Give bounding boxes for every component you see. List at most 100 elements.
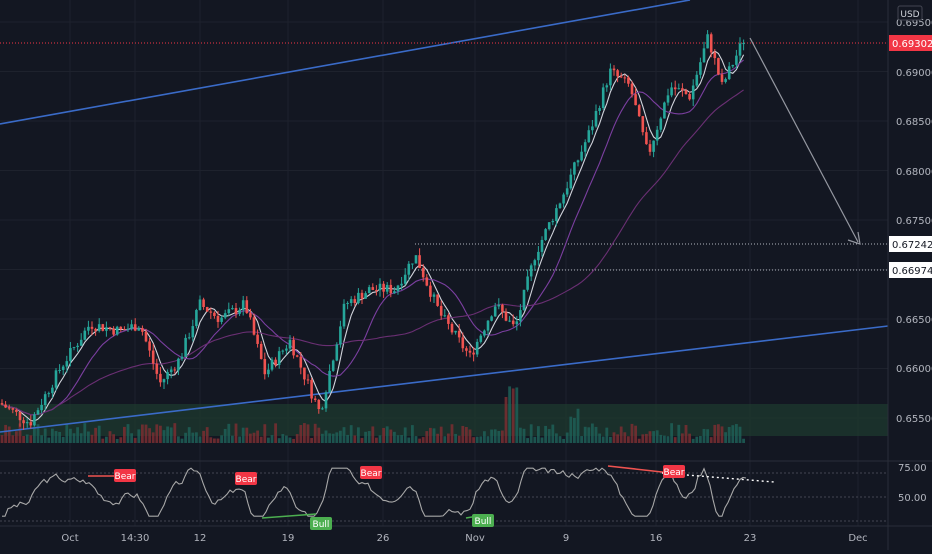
svg-text:Bear: Bear [361,469,382,479]
candle-body [601,87,605,109]
candle-body [123,329,126,331]
forecast-arrow[interactable] [749,37,861,245]
time-axis[interactable]: Oct 14:30 12 19 26 Nov 9 16 23 Dec [61,533,867,544]
volume-bar [166,426,169,443]
time-tick: Nov [465,533,485,544]
candle-body [112,328,115,335]
volume-bar [317,427,321,443]
candle-body [389,284,393,294]
candle-body [198,299,202,311]
candle-body [425,277,429,286]
time-tick: Oct [61,533,78,544]
price-label[interactable]: 0.69302 [889,35,932,51]
volume-bar [738,426,742,443]
volume-bar [591,423,594,443]
candle-body [87,326,90,331]
volume-bar [540,437,544,443]
candlesticks [0,30,745,430]
candle-body [155,363,159,374]
volume-bar [630,423,634,443]
candle-body [468,350,472,353]
candle-body [699,62,702,75]
candle-body [461,337,465,349]
volume-bar [162,430,166,443]
currency-badge[interactable]: USD [897,5,923,21]
volume-bar [130,433,133,443]
volume-bar [187,427,191,443]
volume-bar [429,427,432,443]
candle-body [731,64,735,67]
volume-bar [245,427,249,443]
candle-body [339,326,342,345]
signal-bear-label: Bear [114,469,136,482]
volume-bar [76,427,79,443]
candle-body [537,251,540,261]
candle-body [375,289,378,291]
candle-body [706,34,709,49]
candle-body [101,324,105,331]
candle-body [605,85,609,88]
candle-body [223,313,227,318]
volume-bar [227,423,231,443]
volume-bar [310,437,313,443]
candle-body [533,260,537,266]
volume-bar [51,428,54,443]
candle-body [735,55,738,65]
volume-bar [717,424,720,443]
price-label[interactable]: 0.67242 [889,236,932,252]
volume-bar [393,431,396,443]
volume-bar [421,437,425,443]
candle-body [396,285,400,292]
time-tick: 9 [563,533,569,544]
candle-body [612,68,616,71]
time-tick: 19 [282,533,295,544]
volume-bar [713,424,717,443]
signal-labels: Bear Bear Bear Bear Bull Bull [114,465,685,530]
candle-body [281,350,285,352]
candle-body [177,358,180,371]
volume-bar [634,425,637,443]
volume-bar [544,425,547,443]
candle-body [393,291,396,294]
volume-bar [303,423,306,443]
candle-body [72,347,76,349]
candle-body [540,239,544,252]
candle-body [335,344,339,361]
divergence-dotted-line[interactable] [661,472,775,483]
volume-bar [414,436,418,443]
price-label[interactable]: 0.66974 [889,262,932,278]
candle-body [159,373,162,383]
volume-bar [231,435,234,443]
volume-bar [58,431,61,443]
candle-body [202,299,205,308]
candle-body [249,313,252,318]
candle-body [195,310,198,327]
candle-body [191,326,195,338]
candle-body [580,151,583,161]
volume-bar [702,428,706,443]
volume-bar [40,435,43,443]
volume-bar [331,433,335,443]
volume-bar [558,436,562,443]
channel-upper-line[interactable] [0,0,691,125]
volume-bar [587,427,591,443]
candle-body [256,334,259,344]
volume-bar [403,427,407,443]
channel-lower-line[interactable] [0,325,889,433]
candle-body [695,74,699,86]
candle-body [619,76,623,78]
candle-body [205,307,209,312]
candle-body [465,348,468,351]
volume-bar [439,426,443,443]
candle-body [173,369,177,371]
volume-bar [699,436,702,443]
volume-bar [619,426,623,443]
volume-bar [659,434,663,443]
candle-body [591,126,594,131]
indicator-grid [0,472,888,522]
volume-bar [299,425,303,443]
candle-body [630,83,634,95]
